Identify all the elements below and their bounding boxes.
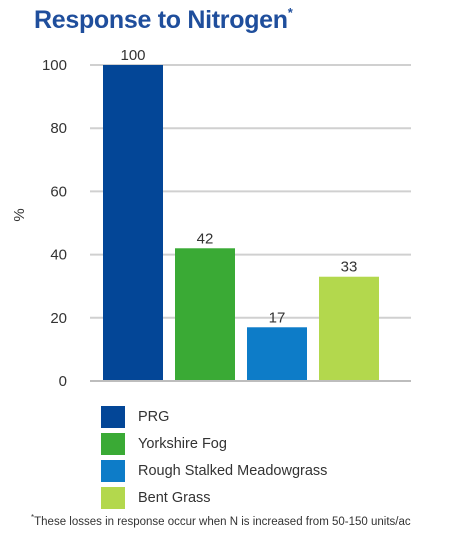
y-tick-label: 100 [42, 57, 67, 74]
legend-label: Rough Stalked Meadowgrass [138, 462, 328, 479]
bar-prg [103, 65, 163, 381]
y-tick-label: 0 [59, 373, 67, 390]
legend-swatch [101, 459, 125, 482]
legend-item: Yorkshire Fog [101, 430, 327, 457]
legend-label: Yorkshire Fog [138, 435, 227, 452]
bar-yorkshire-fog [175, 248, 235, 381]
y-tick-label: 60 [50, 183, 67, 200]
data-label: 17 [269, 309, 286, 326]
data-labels: 100 42 17 33 [120, 47, 357, 326]
chart-legend: PRG Yorkshire Fog Rough Stalked Meadowgras… [101, 403, 327, 511]
footnote-text: These losses in response occur when N is… [34, 515, 411, 528]
y-tick-label: 20 [50, 310, 67, 327]
footnote-mark: * [31, 513, 35, 522]
chart-title: Response to Nitrogen* [34, 4, 293, 35]
y-axis-ticks: 0 20 40 60 80 100 [42, 57, 67, 390]
legend-swatch [101, 486, 125, 509]
legend-label: Bent Grass [138, 489, 211, 506]
bar-bent-grass [319, 276, 379, 381]
bars [103, 65, 379, 381]
legend-item: Bent Grass [101, 484, 327, 511]
y-axis-label: % [11, 208, 28, 221]
data-label: 42 [197, 230, 214, 247]
title-footnote-mark: * [287, 4, 293, 20]
bar-rough-stalked-meadowgrass [247, 327, 307, 381]
y-tick-label: 80 [50, 120, 67, 137]
legend-swatch [101, 432, 125, 455]
legend-item: PRG [101, 403, 327, 430]
legend-item: Rough Stalked Meadowgrass [101, 457, 327, 484]
chart-title-text: Response to Nitrogen [34, 6, 288, 34]
legend-swatch [101, 405, 125, 428]
footnote: *These losses in response occur when N i… [31, 513, 411, 528]
data-label: 33 [341, 259, 358, 276]
y-tick-label: 40 [50, 247, 67, 264]
data-label: 100 [120, 47, 145, 64]
bar-chart: 0 20 40 60 80 100 % 100 42 17 33 [11, 47, 411, 390]
legend-label: PRG [138, 408, 170, 425]
